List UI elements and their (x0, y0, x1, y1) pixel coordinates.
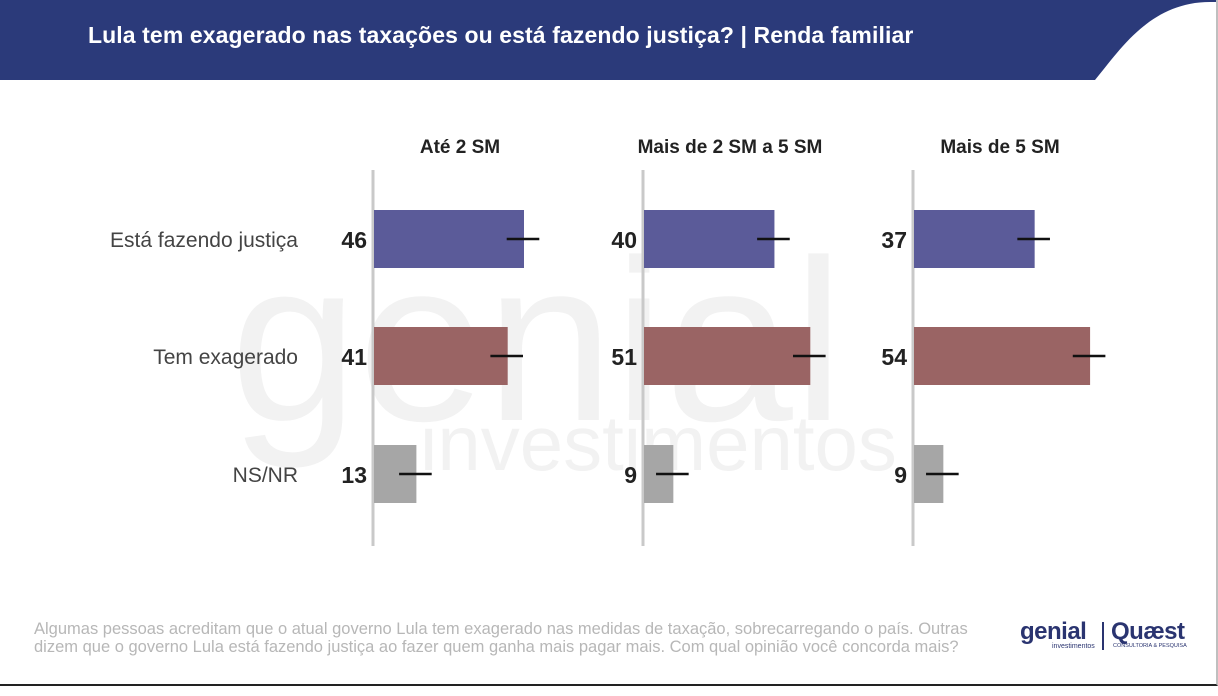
bar (374, 327, 508, 385)
bar (914, 327, 1091, 385)
panel-title: Até 2 SM (420, 137, 500, 158)
data-label: 40 (611, 227, 637, 253)
data-label: 37 (881, 227, 907, 253)
logos: genial investimentos Quæst CONSULTORIA &… (1018, 618, 1193, 658)
panel-title: Mais de 5 SM (940, 137, 1059, 158)
genial-logo-subtitle: investimentos (1052, 643, 1095, 650)
data-label: 46 (341, 227, 367, 253)
bar (374, 210, 524, 268)
logo-divider (1102, 622, 1104, 650)
data-label: 9 (624, 462, 637, 488)
category-label: Tem exagerado (153, 346, 298, 369)
data-label: 13 (341, 462, 367, 488)
quaest-logo: Quæst (1111, 618, 1185, 645)
data-label: 54 (881, 344, 907, 370)
data-label: 9 (894, 462, 907, 488)
panel-title: Mais de 2 SM a 5 SM (638, 137, 823, 158)
data-label: 51 (611, 344, 637, 370)
header-banner: Lula tem exagerado nas taxações ou está … (0, 0, 1216, 80)
quaest-logo-subtitle: CONSULTORIA & PESQUISA (1113, 643, 1187, 649)
category-label: NS/NR (233, 464, 298, 487)
question-footnote: Algumas pessoas acreditam que o atual go… (34, 620, 968, 656)
genial-logo: genial (1020, 618, 1087, 645)
bar (644, 210, 775, 268)
category-label: Está fazendo justiça (110, 229, 298, 252)
bar (644, 327, 811, 385)
bar (914, 210, 1035, 268)
chart-title: Lula tem exagerado nas taxações ou está … (88, 22, 914, 48)
chart-area: Está fazendo justiça Tem exagerado NS/NR At… (110, 137, 1106, 546)
data-label: 41 (341, 344, 367, 370)
header-shape (0, 0, 1216, 80)
